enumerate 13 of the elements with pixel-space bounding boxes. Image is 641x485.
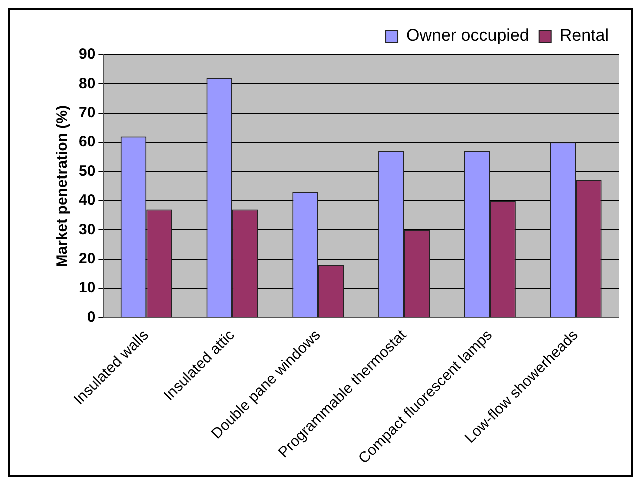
y-tick-label: 90 [78, 46, 96, 64]
y-tick-label: 10 [78, 280, 96, 297]
y-tick-label: 30 [78, 221, 96, 238]
y-axis-title: Market penetration (%) [54, 106, 72, 268]
y-tick-label: 80 [78, 75, 96, 92]
legend-label: Rental [560, 26, 609, 46]
y-tick-label: 0 [87, 308, 96, 326]
y-tick-label: 70 [78, 104, 96, 122]
y-tick-label: 40 [78, 192, 96, 210]
y-tick-label: 60 [78, 134, 96, 151]
y-tick-label: 50 [78, 162, 96, 180]
legend-label: Owner occupied [406, 26, 530, 46]
y-tick-label: 20 [78, 250, 96, 268]
